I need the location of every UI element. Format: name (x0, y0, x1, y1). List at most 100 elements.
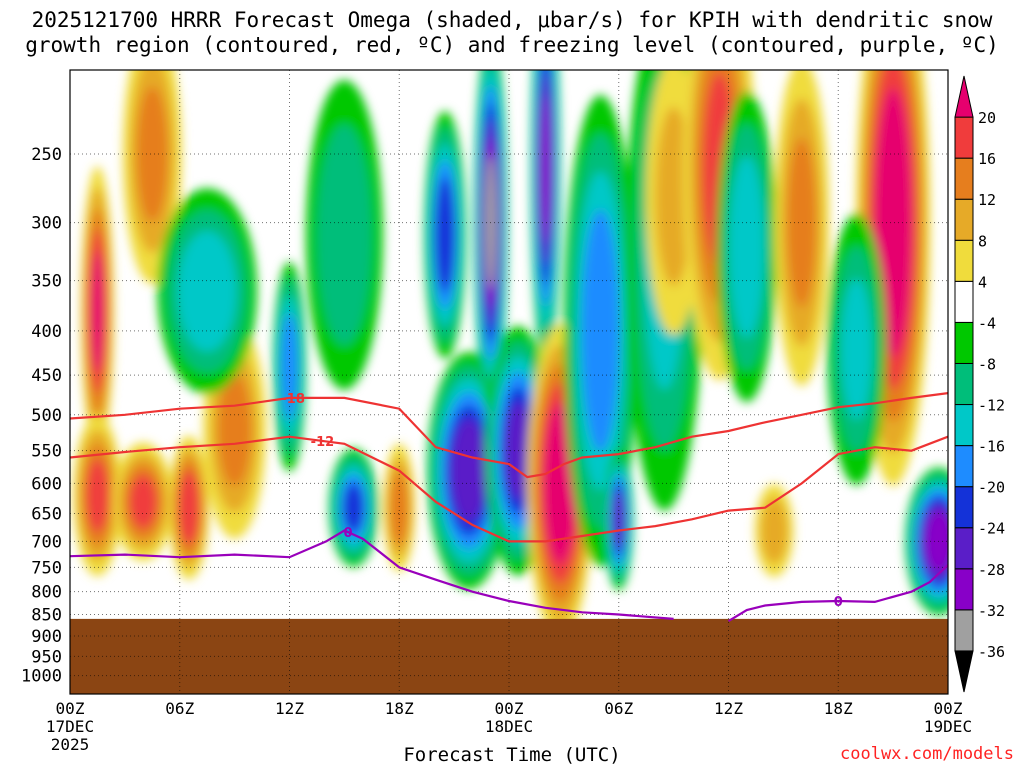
omega-blob-26-level-4 (874, 88, 913, 357)
plot-frame (69, 69, 949, 695)
x-tick-label-1: 06Z (165, 699, 194, 718)
colorbar-box-1 (954, 609, 974, 652)
colorbar: -36 -32 -28 -24 -20 -16 -12 -8 -4 4 8 12 16 20 (954, 75, 1005, 693)
y-tick-label-400: 400 (31, 322, 62, 342)
x-axis-label: Forecast Time (UTC) (403, 744, 621, 766)
omega-blob-27-level-2 (841, 278, 872, 420)
omega-shading (73, 70, 948, 642)
colorbar-label-4: -20 (978, 479, 1005, 497)
colorbar-arrow-low (954, 650, 974, 693)
x-tick-label-7: 18Z (824, 699, 853, 718)
contour-line-1 (70, 435, 948, 543)
colorbar-label-0: -36 (978, 643, 1005, 661)
omega-blobs (73, 70, 948, 642)
y-tick-label-850: 850 (31, 605, 62, 625)
terrain-fill (70, 618, 948, 694)
x-tick-label-0: 00Z (56, 699, 85, 718)
y-tick-label-500: 500 (31, 406, 62, 426)
x-tick-date-0: 17DEC (46, 717, 94, 736)
colorbar-label-13: 20 (978, 109, 996, 127)
contour-label-0: -18 (281, 392, 305, 407)
y-tick-label-250: 250 (31, 145, 62, 165)
omega-blob-11-level-4 (435, 177, 455, 293)
y-tick-label-700: 700 (31, 532, 62, 552)
colorbar-label-8: -4 (978, 314, 996, 332)
colorbar-box-6 (954, 404, 974, 447)
terrain (70, 618, 948, 694)
colorbar-box-11 (954, 198, 974, 241)
colorbar-label-7: -8 (978, 355, 996, 373)
contour-line-0 (70, 392, 948, 479)
colorbar-label-6: -12 (978, 397, 1005, 415)
x-tick-label-2: 12Z (275, 699, 304, 718)
y-tick-label-550: 550 (31, 442, 62, 462)
colorbar-label-12: 16 (978, 150, 996, 168)
y-tick-label-1000: 1000 (21, 667, 62, 687)
omega-blob-18-level-3 (581, 209, 620, 452)
x-tick-label-3: 18Z (385, 699, 414, 718)
colorbar-box-8 (954, 321, 974, 364)
x-tick-label-5: 06Z (604, 699, 633, 718)
contour-label-3: 0 (834, 595, 843, 610)
colorbar-label-5: -16 (978, 438, 1005, 456)
omega-blob-13-level-5 (450, 419, 487, 523)
omega-blob-2-level-2 (137, 86, 168, 222)
y-tick-label-350: 350 (31, 272, 62, 292)
omega-blob-6-level-2 (178, 230, 237, 352)
omega-blob-16-level-6 (540, 94, 551, 244)
omega-blob-25-level-1 (760, 497, 788, 564)
y-axis: 2503003504004505005506006507007508008509… (21, 145, 62, 687)
colorbar-box-7 (954, 362, 974, 406)
y-tick-label-300: 300 (31, 214, 62, 234)
colorbar-label-10: 8 (978, 232, 987, 250)
x-tick-date-8: 19DEC (924, 717, 972, 736)
y-tick-label-600: 600 (31, 474, 62, 494)
colorbar-label-3: -24 (978, 520, 1005, 538)
colorbar-box-12 (954, 157, 974, 200)
y-tick-label-900: 900 (31, 627, 62, 647)
omega-blob-4-level-3 (178, 470, 200, 545)
omega-blob-0-level-4 (90, 251, 105, 372)
omega-blob-24-level-2 (787, 137, 816, 308)
colorbar-box-10 (954, 239, 974, 282)
colorbar-box-3 (954, 527, 974, 570)
y-tick-label-950: 950 (31, 647, 62, 667)
colorbar-label-2: -28 (978, 561, 1005, 579)
omega-blob-19-level-5 (613, 491, 625, 547)
contour-line-2 (70, 529, 674, 620)
omega-blob-8-level-1 (316, 124, 372, 346)
omega-blob-1-level-3 (86, 459, 109, 533)
omega-blob-5-level-2 (218, 372, 251, 487)
colorbar-arrow-high (954, 75, 974, 118)
colorbar-box-5 (954, 445, 974, 488)
x-tick-label-8: 00Z (934, 699, 963, 718)
colorbar-label-11: 12 (978, 191, 996, 209)
x-tick-label-4: 00Z (495, 699, 524, 718)
credit-text: coolwx.com/models (840, 744, 1014, 764)
colorbar-box-2 (954, 568, 974, 611)
omega-blob-3-level-3 (129, 474, 157, 529)
x-tick-date-4: 18DEC (485, 717, 533, 736)
omega-blob-29-level-6 (925, 511, 948, 572)
omega-blob-23-level-2 (729, 155, 765, 338)
contour-label-2: 0 (344, 526, 353, 541)
omega-blob-10-level-2 (389, 470, 409, 546)
chart-title-line2: growth region (contoured, red, ºC) and f… (25, 33, 999, 57)
chart-title-line1: 2025121700 HRRR Forecast Omega (shaded, … (31, 8, 993, 32)
colorbar-label-9: 4 (978, 273, 987, 291)
contour-label-1: -12 (311, 435, 335, 450)
x-tick-label-6: 12Z (714, 699, 743, 718)
colorbar-box-4 (954, 486, 974, 529)
y-tick-label-450: 450 (31, 366, 62, 386)
colorbar-box-9 (954, 280, 974, 323)
y-tick-label-800: 800 (31, 583, 62, 603)
colorbar-label-1: -32 (978, 602, 1005, 620)
contour-line-3 (727, 564, 948, 623)
x-tick-year-0: 2025 (51, 735, 90, 754)
omega-blob-9-level-4 (343, 483, 364, 533)
y-tick-label-650: 650 (31, 505, 62, 525)
colorbar-box-13 (954, 116, 974, 159)
omega-blob-21-level-1 (655, 106, 692, 287)
